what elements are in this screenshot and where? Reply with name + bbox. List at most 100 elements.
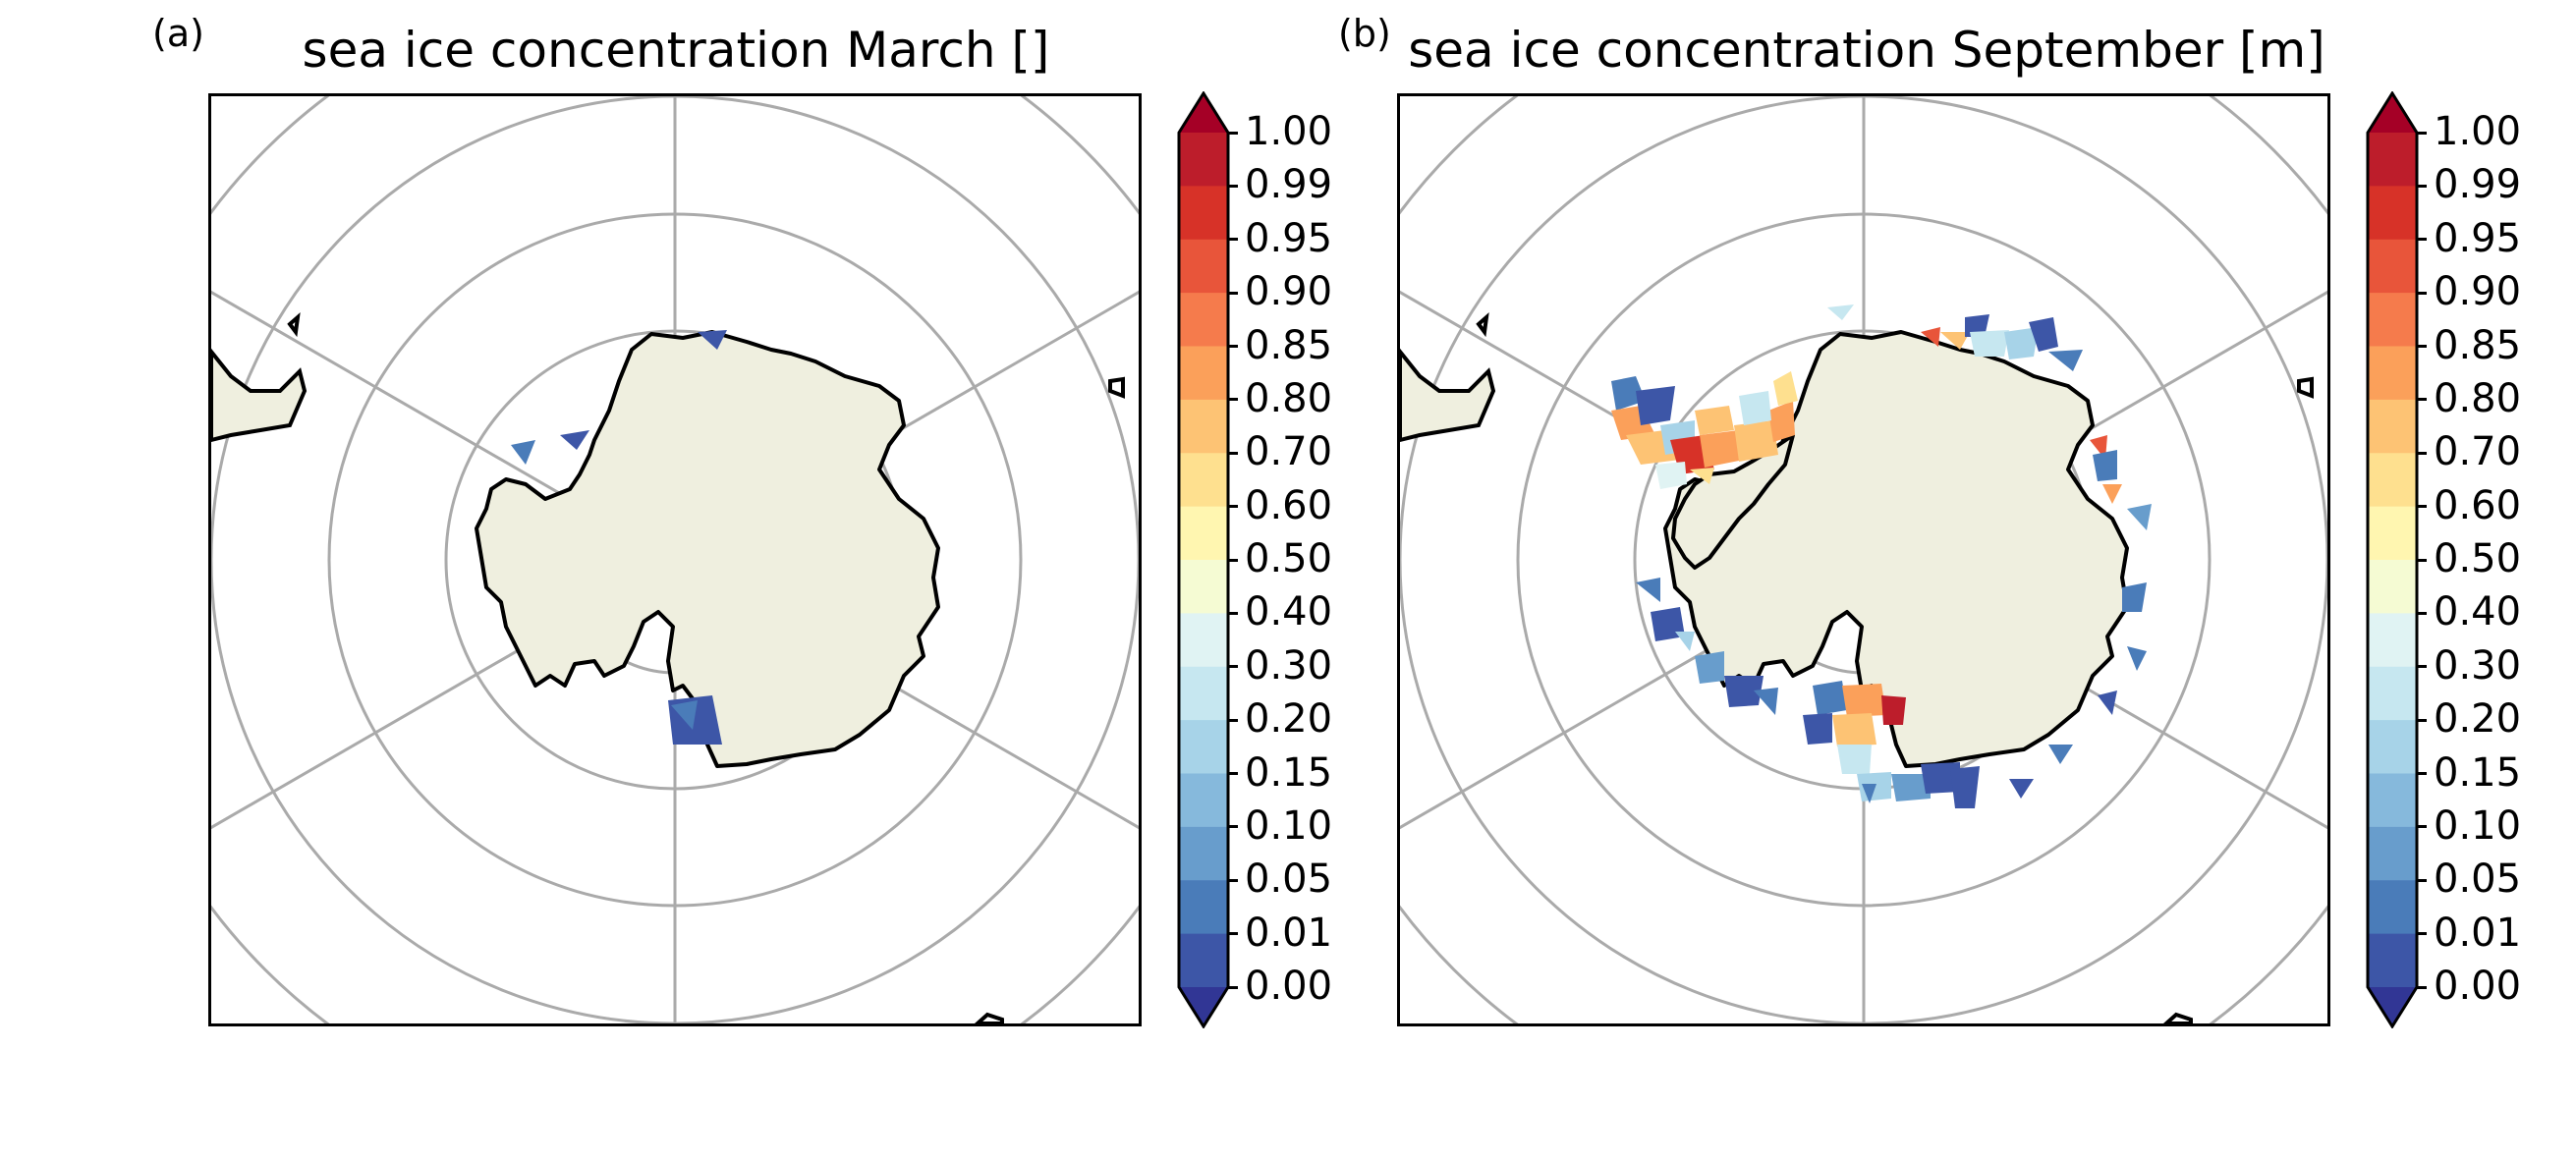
colorbar-a-under-arrow bbox=[1179, 987, 1228, 1026]
colorbar-a-segment bbox=[1179, 346, 1228, 401]
panel-b-letter: (b) bbox=[1338, 12, 1391, 55]
colorbar-a-segment bbox=[1179, 880, 1228, 935]
sea-ice-cell bbox=[2102, 484, 2122, 504]
colorbar-b-tick-mark bbox=[2417, 451, 2427, 455]
colorbar-a-segments bbox=[1179, 133, 1228, 988]
colorbar-a-tick-mark bbox=[1228, 825, 1238, 829]
sea-ice-cell bbox=[1636, 386, 1675, 425]
colorbar-b-tick-mark bbox=[2417, 878, 2427, 882]
colorbar-a-tick-label: 0.40 bbox=[1245, 589, 1333, 635]
colorbar-a-tick-mark bbox=[1228, 184, 1238, 188]
colorbar-a-tick-mark bbox=[1228, 505, 1238, 509]
colorbar-b-tick-mark bbox=[2417, 345, 2427, 348]
small-island bbox=[1108, 376, 1125, 399]
colorbar-a-tick-mark bbox=[1228, 718, 1238, 722]
colorbar-b-tick-label: 0.60 bbox=[2434, 482, 2522, 528]
colorbar-a-segment bbox=[1179, 773, 1228, 828]
colorbar-b-segments bbox=[2368, 133, 2417, 988]
colorbar-b-segment bbox=[2368, 133, 2417, 187]
colorbar-a-segment bbox=[1179, 826, 1228, 881]
south-america-tip bbox=[1400, 348, 1496, 443]
colorbar-a-tick-mark bbox=[1228, 451, 1238, 455]
colorbar-a-tick-mark bbox=[1228, 772, 1238, 775]
colorbar-b-tick-label: 0.10 bbox=[2434, 802, 2522, 849]
colorbar-a-segment bbox=[1179, 506, 1228, 561]
colorbar-a-tick-label: 0.30 bbox=[1245, 642, 1333, 689]
sea-ice-cell bbox=[2048, 350, 2083, 371]
colorbar-b-tick-mark bbox=[2417, 291, 2427, 295]
panel-a-map-svg bbox=[211, 96, 1139, 1023]
colorbar-a-segment bbox=[1179, 613, 1228, 668]
colorbar-b-tick-label: 0.20 bbox=[2434, 696, 2522, 743]
small-island bbox=[2163, 1012, 2193, 1023]
sea-ice-cell bbox=[560, 430, 589, 450]
sea-ice-cell bbox=[2127, 646, 2147, 671]
colorbar-a-segment bbox=[1179, 560, 1228, 614]
panel-a-letter: (a) bbox=[152, 12, 204, 55]
colorbar-b-tick-mark bbox=[2417, 184, 2427, 188]
colorbar-a-tick-mark bbox=[1228, 611, 1238, 615]
colorbar-b-tick-mark bbox=[2417, 398, 2427, 402]
small-island bbox=[1476, 311, 1489, 338]
colorbar-b-tick-label: 0.50 bbox=[2434, 536, 2522, 581]
colorbar-a-tick-label: 0.15 bbox=[1245, 749, 1333, 796]
colorbar-b-tick-mark bbox=[2417, 505, 2427, 509]
sea-ice-cell bbox=[2004, 327, 2039, 359]
sea-ice-cell bbox=[1891, 774, 1931, 801]
colorbar-b-segment bbox=[2368, 506, 2417, 561]
sea-ice-cell bbox=[2093, 450, 2117, 481]
sea-ice-cell bbox=[1813, 681, 1847, 715]
colorbar-a-segment bbox=[1179, 720, 1228, 775]
sea-ice-cell bbox=[1837, 745, 1872, 774]
sea-ice-cell bbox=[1700, 430, 1744, 468]
colorbar-a-tick-label: 0.60 bbox=[1245, 482, 1333, 528]
colorbar-b-tick-mark bbox=[2417, 825, 2427, 829]
colorbar-b-tick-mark bbox=[2417, 131, 2427, 135]
sea-ice-cell bbox=[1695, 651, 1724, 684]
colorbar-b-segment bbox=[2368, 186, 2417, 241]
sea-ice-cell bbox=[1842, 684, 1886, 717]
panel-a-map bbox=[208, 93, 1142, 1026]
south-america-tip bbox=[211, 348, 308, 443]
sea-ice-cell bbox=[1675, 632, 1695, 651]
colorbar-b-tick-label: 0.40 bbox=[2434, 589, 2522, 635]
colorbar-b-tick-label: 0.15 bbox=[2434, 749, 2522, 796]
colorbar-a-tick-mark bbox=[1228, 238, 1238, 242]
colorbar-a-tick-label: 0.95 bbox=[1245, 215, 1333, 261]
colorbar-b-tick-label: 0.01 bbox=[2434, 910, 2522, 956]
colorbar-b-tick-label: 1.00 bbox=[2434, 109, 2522, 154]
colorbar-a-tick-label: 0.50 bbox=[1245, 536, 1333, 581]
sea-ice-cell bbox=[2048, 745, 2073, 764]
sea-ice-cells bbox=[511, 330, 727, 745]
sea-ice-cell bbox=[1734, 420, 1778, 462]
colorbar-b-tick-label: 0.95 bbox=[2434, 215, 2522, 261]
colorbar-a-tick-mark bbox=[1228, 345, 1238, 348]
colorbar-a-tick-label: 0.80 bbox=[1245, 375, 1333, 421]
panel-b-map bbox=[1397, 93, 2330, 1026]
colorbar-b-segment bbox=[2368, 560, 2417, 614]
colorbar-a-segment bbox=[1179, 399, 1228, 454]
sea-ice-cell bbox=[2029, 317, 2058, 352]
sea-ice-cell bbox=[1754, 688, 1778, 715]
colorbar-b-tick-label: 0.05 bbox=[2434, 856, 2522, 903]
colorbar-b-segment bbox=[2368, 880, 2417, 935]
panel-b-title: sea ice concentration September [m] bbox=[1408, 22, 2325, 79]
sea-ice-cell bbox=[511, 440, 535, 465]
sea-ice-cell bbox=[1965, 314, 1989, 337]
colorbar-a-tick-mark bbox=[1228, 985, 1238, 989]
colorbar-a-segment bbox=[1179, 666, 1228, 721]
antarctic-peninsula bbox=[1671, 433, 1795, 570]
sea-ice-cell bbox=[1690, 468, 1714, 484]
colorbar-b-under-arrow bbox=[2368, 987, 2417, 1026]
panel-b-map-svg bbox=[1400, 96, 2327, 1023]
colorbar-b-tick-mark bbox=[2417, 611, 2427, 615]
sea-ice-cell bbox=[1940, 332, 1970, 350]
colorbar-a-segment bbox=[1179, 933, 1228, 988]
colorbar-a-tick-mark bbox=[1228, 558, 1238, 562]
colorbar-b-tick-mark bbox=[2417, 985, 2427, 989]
colorbar-a-tick-label: 0.00 bbox=[1245, 964, 1333, 1009]
sea-ice-cell bbox=[1768, 401, 1795, 442]
colorbar-b-tick-mark bbox=[2417, 238, 2427, 242]
colorbar-b-segment bbox=[2368, 826, 2417, 881]
colorbar-a-tick-label: 0.99 bbox=[1245, 162, 1333, 208]
